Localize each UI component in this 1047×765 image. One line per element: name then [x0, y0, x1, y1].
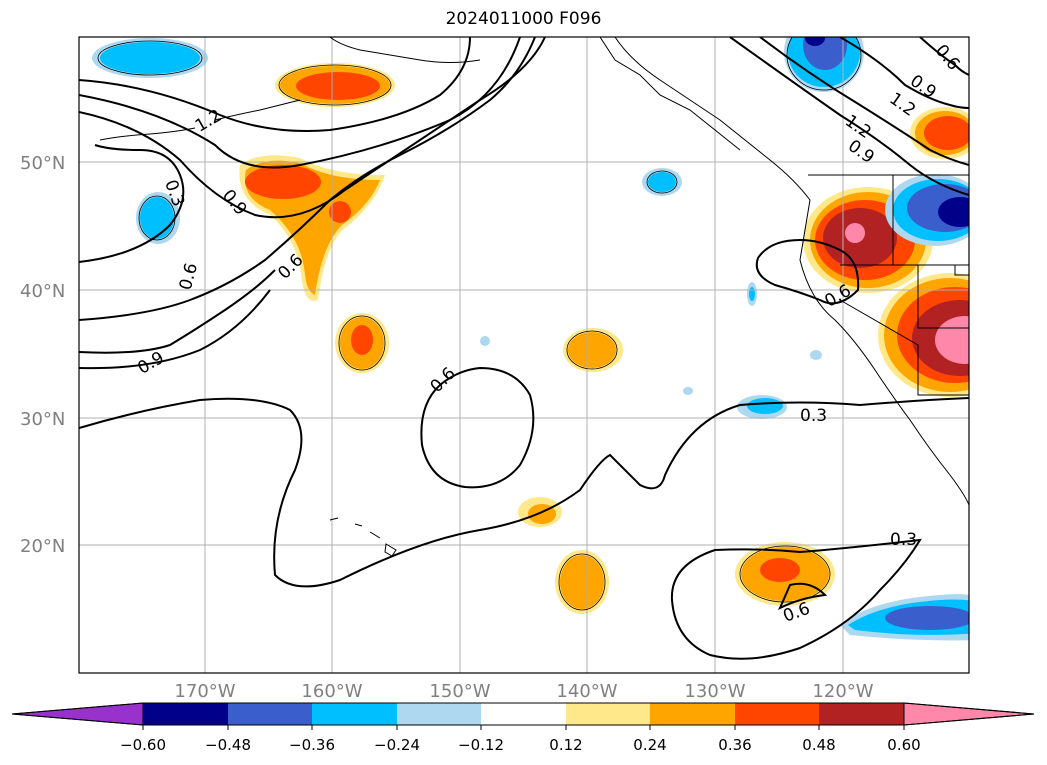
- colorbar-tick-label: 0.60: [887, 736, 920, 754]
- colorbar-swatch: [143, 703, 228, 725]
- lat-label-50n: 50°N: [20, 153, 65, 174]
- contour-label: 0.3: [800, 406, 827, 426]
- colorbar-swatch: [735, 703, 819, 725]
- colorbar-tick-label: −0.60: [120, 736, 166, 754]
- contour-label: 1.2: [192, 106, 225, 137]
- contour-label: 0.9: [844, 136, 878, 168]
- lon-label-130w: 130°W: [684, 681, 745, 702]
- colorbar-extend-high: [903, 702, 1035, 726]
- colorbar-tick-label: 0.12: [549, 736, 582, 754]
- coastlines: [99, 37, 969, 557]
- lat-label-40n: 40°N: [20, 281, 65, 302]
- lon-label-160w: 160°W: [301, 681, 362, 702]
- colorbar-swatch: [228, 703, 312, 725]
- latitude-labels: 50°N 40°N 30°N 20°N: [20, 153, 65, 557]
- colorbar-swatch: [312, 703, 397, 725]
- graticule: [79, 37, 969, 673]
- colorbar-extend-low: [11, 702, 144, 726]
- colorbar-swatch: [819, 703, 904, 725]
- negative-anomaly-fills: [92, 37, 969, 641]
- contour-lines: [79, 37, 969, 660]
- colorbar-swatch: [397, 703, 481, 725]
- lat-label-30n: 30°N: [20, 409, 65, 430]
- anomaly-outlines: [97, 37, 862, 611]
- lon-label-170w: 170°W: [174, 681, 235, 702]
- colorbar-tick-label: −0.48: [205, 736, 251, 754]
- longitude-labels: 170°W 160°W 150°W 140°W 130°W 120°W: [174, 681, 873, 702]
- colorbar-swatch: [566, 703, 650, 725]
- colorbar-tick-label: −0.12: [458, 736, 504, 754]
- lon-label-150w: 150°W: [429, 681, 490, 702]
- colorbar-tick-label: 0.48: [802, 736, 835, 754]
- contour-label: 0.3: [890, 530, 917, 550]
- colorbar: −0.60 −0.48 −0.36 −0.24 −0.12 0.12 0.24 …: [11, 702, 1035, 754]
- map-frame: [78, 36, 970, 674]
- contour-label: 0.6: [176, 261, 202, 292]
- colorbar-swatch: [650, 703, 735, 725]
- lon-label-140w: 140°W: [556, 681, 617, 702]
- colorbar-tick-label: −0.36: [289, 736, 335, 754]
- map-area: 1.2 0.9 0.3 0.6 0.6 0.9 0.6 0.6 0.3 0.3 …: [79, 37, 969, 673]
- colorbar-swatch: [481, 703, 566, 725]
- map-title: 2024011000 F096: [445, 9, 602, 29]
- contour-label: 1.2: [885, 89, 919, 121]
- colorbar-tick-label: 0.36: [718, 736, 751, 754]
- colorbar-tick-label: 0.24: [633, 736, 666, 754]
- colorbar-tick-label: −0.24: [374, 736, 420, 754]
- contour-label: 0.6: [427, 364, 460, 397]
- contour-labels: 1.2 0.9 0.3 0.6 0.6 0.9 0.6 0.6 0.3 0.3 …: [134, 41, 963, 627]
- contour-label: 0.9: [134, 348, 167, 379]
- lon-label-120w: 120°W: [812, 681, 873, 702]
- lat-label-20n: 20°N: [20, 536, 65, 557]
